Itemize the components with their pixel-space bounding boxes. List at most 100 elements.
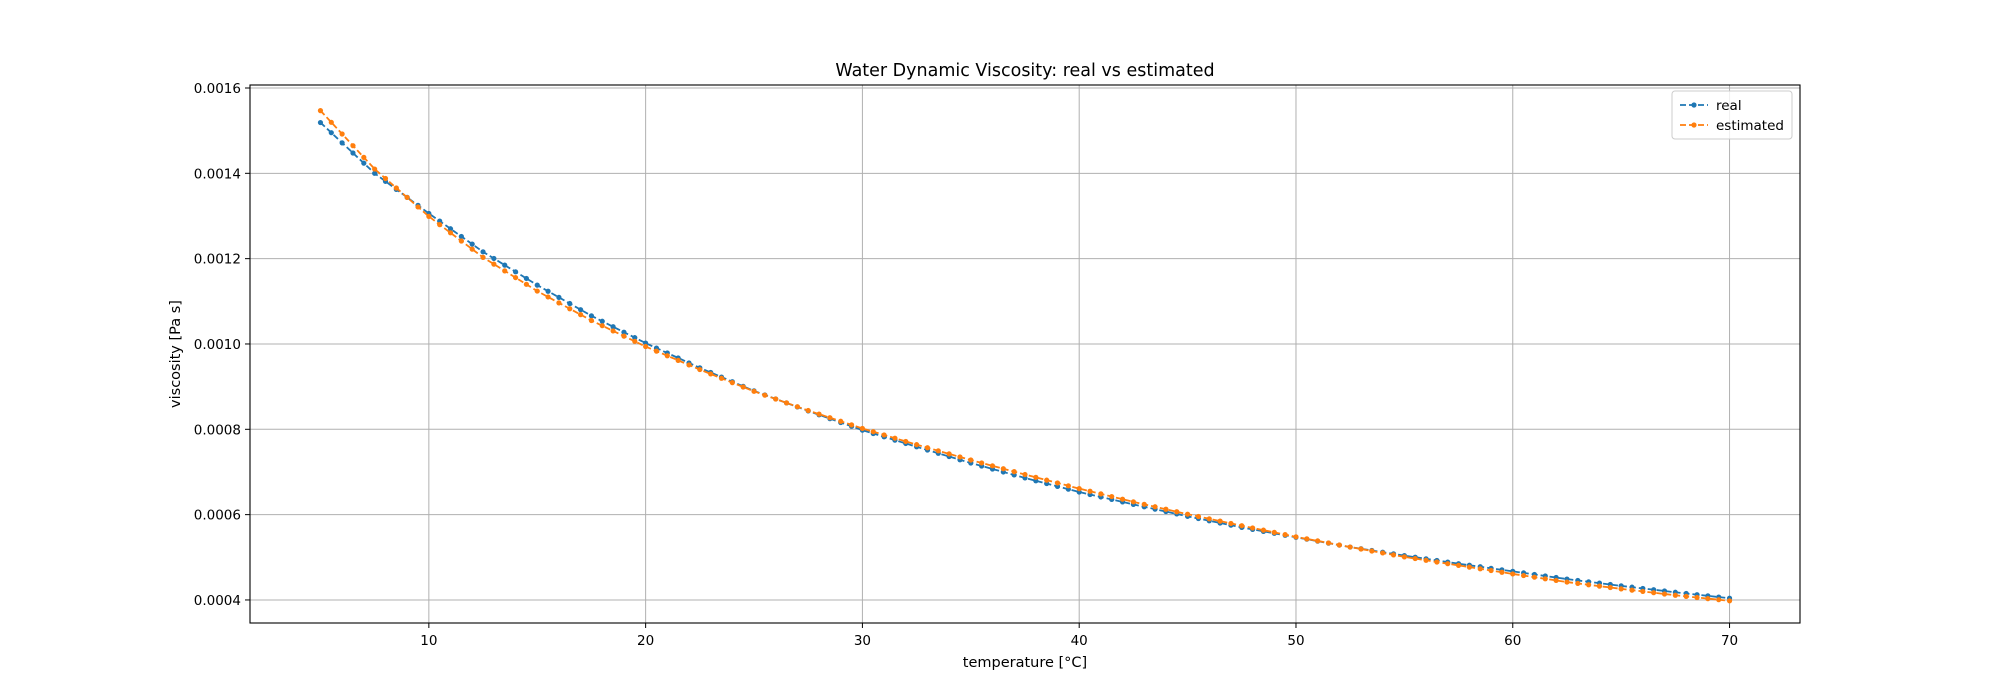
legend-swatch-marker	[1691, 122, 1697, 128]
x-tick-label: 40	[1071, 633, 1088, 649]
data-point-estimated	[610, 328, 616, 334]
data-point-estimated	[1206, 516, 1212, 522]
data-point-estimated	[1390, 552, 1397, 558]
data-point-real	[361, 160, 367, 166]
data-point-estimated	[350, 143, 356, 149]
data-point-estimated	[1358, 546, 1364, 552]
data-point-estimated	[957, 454, 963, 460]
plot-frame	[249, 84, 1801, 624]
data-point-estimated	[718, 375, 725, 381]
data-point-estimated	[1282, 532, 1288, 538]
data-point-real	[447, 226, 454, 232]
data-point-estimated	[1260, 527, 1267, 533]
data-point-estimated	[762, 392, 768, 398]
data-point-estimated	[502, 268, 508, 274]
data-point-estimated	[729, 380, 735, 386]
data-point-estimated	[382, 175, 389, 182]
data-point-estimated	[1011, 469, 1017, 475]
legend: real estimated	[1671, 90, 1793, 140]
data-point-estimated	[447, 230, 454, 236]
data-point-estimated	[1098, 491, 1104, 497]
data-point-estimated	[1163, 506, 1169, 512]
data-point-estimated	[567, 306, 573, 312]
legend-item-real: real	[1680, 98, 1742, 114]
x-tick-label: 20	[637, 633, 654, 649]
data-point-estimated	[643, 343, 649, 350]
data-point-estimated	[838, 418, 844, 424]
data-point-estimated	[653, 348, 660, 354]
data-point-estimated	[1054, 480, 1061, 486]
data-point-estimated	[1076, 486, 1082, 492]
data-point-estimated	[361, 154, 367, 160]
data-point-real	[577, 307, 584, 313]
data-point-estimated	[1250, 525, 1256, 531]
data-point-real	[512, 269, 519, 275]
x-tick-label: 10	[420, 633, 437, 649]
data-point-estimated	[1184, 511, 1191, 517]
data-point-estimated	[599, 323, 605, 329]
data-point-estimated	[892, 435, 898, 441]
data-point-estimated	[1586, 582, 1592, 588]
data-point-estimated	[1694, 594, 1700, 601]
data-point-estimated	[1564, 579, 1570, 585]
data-point-real	[458, 233, 464, 240]
data-point-estimated	[1141, 501, 1147, 507]
legend-item-estimated: estimated	[1680, 118, 1784, 134]
data-point-estimated	[372, 166, 378, 172]
y-axis-label: viscosity [Pa s]	[168, 300, 184, 408]
y-tick-label: 0.0014	[194, 166, 241, 182]
data-point-estimated	[1033, 474, 1039, 480]
data-point-estimated	[1651, 590, 1657, 596]
data-point-real	[339, 140, 345, 146]
data-point-estimated	[816, 411, 822, 417]
data-point-estimated	[708, 371, 714, 377]
data-point-estimated	[827, 415, 833, 421]
x-tick-label: 60	[1504, 633, 1521, 649]
data-point-estimated	[1239, 523, 1245, 529]
data-point-estimated	[512, 274, 519, 281]
data-point-estimated	[794, 404, 800, 410]
data-point-estimated	[1521, 572, 1527, 579]
data-point-estimated	[491, 261, 497, 267]
data-point-estimated	[740, 384, 746, 390]
data-point-estimated	[1119, 496, 1126, 502]
data-point-estimated	[1445, 561, 1451, 567]
data-point-real	[632, 335, 638, 341]
data-point-estimated	[968, 457, 974, 463]
data-point-estimated	[632, 338, 638, 344]
data-point-estimated	[1109, 493, 1115, 500]
data-point-estimated	[458, 238, 464, 244]
data-point-estimated	[480, 254, 486, 260]
data-point-real	[502, 262, 508, 268]
data-point-estimated	[1336, 542, 1342, 548]
data-point-estimated	[404, 194, 410, 201]
data-point-estimated	[1000, 466, 1006, 472]
data-point-estimated	[1683, 593, 1689, 599]
data-point-estimated	[783, 400, 790, 406]
y-tick-label: 0.0008	[194, 422, 241, 438]
data-point-estimated	[1661, 591, 1668, 597]
x-axis-label: temperature [°C]	[963, 655, 1087, 671]
data-point-estimated	[686, 362, 692, 368]
data-point-real	[469, 241, 475, 247]
data-point-real	[567, 300, 573, 307]
y-tick-label: 0.0006	[194, 508, 241, 524]
x-tick-label: 30	[854, 633, 871, 649]
y-tick-label: 0.0004	[194, 593, 241, 609]
data-point-estimated	[1304, 536, 1310, 542]
y-tick-label: 0.0016	[194, 81, 241, 97]
data-point-estimated	[979, 460, 985, 466]
data-point-estimated	[848, 422, 855, 428]
data-point-estimated	[870, 429, 876, 435]
legend-label-real: real	[1716, 98, 1742, 114]
data-point-estimated	[946, 451, 952, 457]
data-point-real	[317, 119, 324, 126]
data-point-estimated	[393, 185, 399, 191]
data-point-estimated	[1152, 504, 1158, 510]
data-point-estimated	[1087, 488, 1093, 494]
data-point-real	[534, 282, 540, 288]
data-point-real	[491, 255, 497, 262]
data-point-estimated	[1315, 538, 1321, 544]
data-point-estimated	[914, 442, 920, 448]
data-point-estimated	[1217, 518, 1223, 524]
